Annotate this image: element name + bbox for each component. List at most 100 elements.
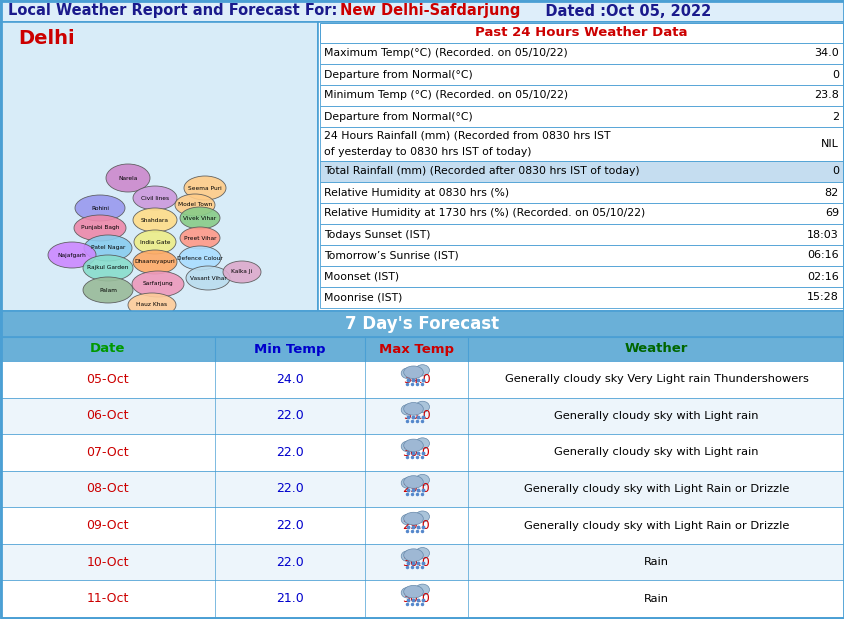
Text: Patel Nagar: Patel Nagar [90,246,125,251]
FancyBboxPatch shape [320,266,842,287]
Ellipse shape [83,277,133,303]
Text: 23.8: 23.8 [813,90,838,100]
Text: 22.0: 22.0 [276,519,304,532]
FancyBboxPatch shape [0,508,844,544]
Ellipse shape [186,266,230,290]
Text: 11-Oct: 11-Oct [86,592,128,605]
Text: New Delhi-Safdarjung: New Delhi-Safdarjung [339,4,520,19]
Text: Najafgarh: Najafgarh [57,253,86,258]
Text: 22.0: 22.0 [276,556,304,569]
Ellipse shape [403,439,423,452]
Text: 21.0: 21.0 [276,592,304,605]
Ellipse shape [75,195,125,221]
FancyBboxPatch shape [0,544,844,581]
Text: Model Town: Model Town [178,202,212,207]
Text: 24 Hours Rainfall (mm) (Recorded from 0830 hrs IST: 24 Hours Rainfall (mm) (Recorded from 08… [323,131,609,141]
Text: Delhi: Delhi [18,28,74,48]
Text: Relative Humidity at 1730 hrs (%) (Recorded. on 05/10/22): Relative Humidity at 1730 hrs (%) (Recor… [323,209,645,219]
Text: Shahdara: Shahdara [141,217,169,222]
Text: 22.0: 22.0 [276,446,304,459]
Text: Narela: Narela [118,176,138,181]
FancyBboxPatch shape [320,64,842,85]
FancyBboxPatch shape [320,43,842,64]
Ellipse shape [133,250,176,274]
Text: 08-Oct: 08-Oct [86,482,128,495]
Ellipse shape [403,513,423,525]
Ellipse shape [401,551,414,561]
Ellipse shape [223,261,261,283]
FancyBboxPatch shape [320,182,842,203]
Text: Sarfarjung: Sarfarjung [143,282,173,287]
FancyBboxPatch shape [320,23,842,43]
FancyBboxPatch shape [320,161,842,182]
Text: 34.0: 34.0 [814,48,838,59]
Ellipse shape [403,402,423,415]
Text: Generally cloudy sky with Light Rain or Drizzle: Generally cloudy sky with Light Rain or … [523,521,788,530]
FancyBboxPatch shape [320,224,842,245]
FancyBboxPatch shape [0,22,317,311]
FancyBboxPatch shape [320,85,842,106]
Text: 06:16: 06:16 [806,251,838,261]
Text: Vivek Vihar: Vivek Vihar [183,215,216,220]
Ellipse shape [106,164,150,192]
Text: Generally cloudy sky with Light rain: Generally cloudy sky with Light rain [554,448,758,457]
Ellipse shape [415,548,429,559]
Ellipse shape [84,235,132,261]
Text: Tomorrow’s Sunrise (IST): Tomorrow’s Sunrise (IST) [323,251,458,261]
FancyBboxPatch shape [0,311,844,337]
Ellipse shape [133,208,176,232]
FancyBboxPatch shape [317,22,844,311]
Text: 82: 82 [824,188,838,197]
Text: Preet Vihar: Preet Vihar [183,235,216,241]
Text: Moonset (IST): Moonset (IST) [323,272,398,282]
Text: Civil lines: Civil lines [141,196,169,201]
Text: Generally cloudy sky with Light Rain or Drizzle: Generally cloudy sky with Light Rain or … [523,484,788,494]
Text: Hauz Khas: Hauz Khas [136,303,167,308]
Text: 07-Oct: 07-Oct [86,446,128,459]
Ellipse shape [401,587,414,598]
Ellipse shape [415,365,429,376]
Text: 09-Oct: 09-Oct [86,519,128,532]
Text: 69: 69 [824,209,838,219]
FancyBboxPatch shape [0,0,844,22]
Text: India Gate: India Gate [139,240,170,245]
Text: 33.0: 33.0 [402,409,430,422]
Text: Max Temp: Max Temp [379,342,453,355]
Ellipse shape [127,293,176,317]
Ellipse shape [415,474,429,485]
Ellipse shape [415,438,429,449]
Text: 18:03: 18:03 [806,230,838,240]
Ellipse shape [415,584,429,595]
Text: Rajkul Garden: Rajkul Garden [87,266,128,271]
FancyBboxPatch shape [0,581,844,617]
Text: 02:16: 02:16 [806,272,838,282]
Ellipse shape [134,230,176,254]
Text: Departure from Normal(°C): Departure from Normal(°C) [323,69,472,79]
Ellipse shape [180,207,219,229]
Ellipse shape [401,441,414,452]
Text: Rain: Rain [643,594,668,604]
FancyBboxPatch shape [0,337,844,361]
Ellipse shape [403,586,423,598]
Text: Palam: Palam [99,287,116,293]
Text: Departure from Normal(°C): Departure from Normal(°C) [323,111,472,121]
Text: 22.0: 22.0 [276,409,304,422]
FancyBboxPatch shape [320,127,842,161]
Text: Minimum Temp (°C) (Recorded. on 05/10/22): Minimum Temp (°C) (Recorded. on 05/10/22… [323,90,567,100]
Text: Generally cloudy sky Very Light rain Thundershowers: Generally cloudy sky Very Light rain Thu… [504,374,808,384]
Text: Weather: Weather [624,342,687,355]
Text: 30.0: 30.0 [402,556,430,569]
Text: Total Rainfall (mm) (Recorded after 0830 hrs IST of today): Total Rainfall (mm) (Recorded after 0830… [323,167,639,176]
Text: Past 24 Hours Weather Data: Past 24 Hours Weather Data [474,27,687,40]
Text: 34.0: 34.0 [402,373,430,386]
Text: of yesterday to 0830 hrs IST of today): of yesterday to 0830 hrs IST of today) [323,147,531,157]
Text: 15:28: 15:28 [806,293,838,303]
Text: 06-Oct: 06-Oct [86,409,128,422]
Text: Maximum Temp(°C) (Recorded. on 05/10/22): Maximum Temp(°C) (Recorded. on 05/10/22) [323,48,567,59]
Ellipse shape [401,405,414,415]
Ellipse shape [401,368,414,379]
FancyBboxPatch shape [0,397,844,434]
Text: Seema Puri: Seema Puri [188,186,222,191]
Text: Defence Colour: Defence Colour [177,256,223,261]
Text: Dated :Oct 05, 2022: Dated :Oct 05, 2022 [529,4,711,19]
